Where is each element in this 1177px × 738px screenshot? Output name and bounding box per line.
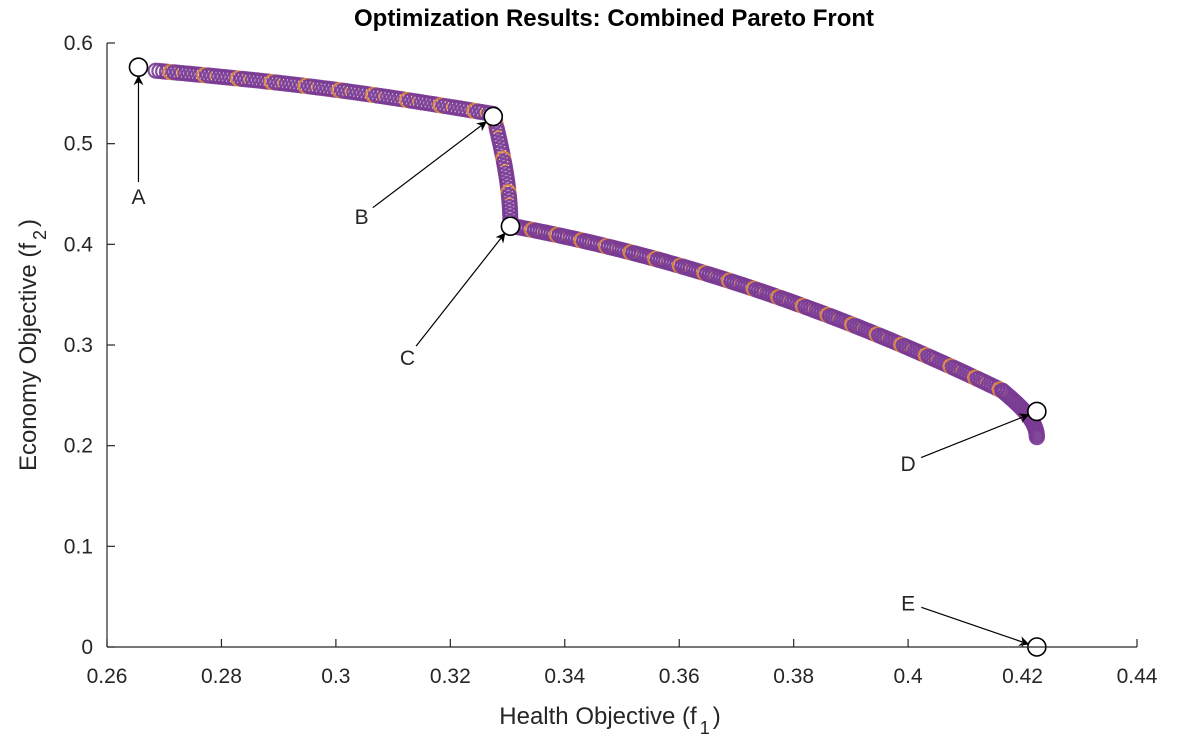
y-tick-label: 0.6 [64,32,93,55]
annotation-marker-a [128,57,149,77]
y-tick-label: 0 [81,636,93,659]
x-axis-label: Health Objective (f 1) [499,703,720,738]
plot-area: A B C D E [128,57,1047,657]
annotation-arrow-c [415,232,506,347]
annotation-arrow-b [372,121,487,209]
annotation-label-a: A [131,186,145,209]
y-tick-label: 0.3 [64,334,93,357]
axes: 0.26 0.28 0.3 0.32 0.34 0.36 0.38 0.4 0.42 0.44 0… [64,32,1158,688]
chart-title: Optimization Results: Combined Pareto Fr… [354,5,874,32]
x-tick-label: 0.36 [659,665,700,688]
x-tick-label: 0.44 [1117,665,1158,688]
x-tick-label: 0.34 [544,665,585,688]
x-tick-label: 0.26 [87,665,128,688]
data-point [1028,429,1045,446]
y-axis-label: Economy Objective (f2) [15,219,50,471]
x-tick-label: 0.28 [201,665,242,688]
x-tick-label: 0.4 [894,665,924,688]
y-tick-label: 0.5 [64,133,93,156]
y-ticks: 0 0.1 0.2 0.3 0.4 0.5 0.6 [64,32,115,659]
annotation-label-b: B [355,206,369,229]
annotation-marker-c [500,216,521,237]
x-tick-label: 0.32 [430,665,471,688]
annotation-label-e: E [901,593,915,616]
annotation-label-c: C [400,347,415,370]
x-ticks: 0.26 0.28 0.3 0.32 0.34 0.36 0.38 0.4 0.42 0.44 [87,639,1158,688]
annotations: A B C D E [128,57,1047,657]
y-tick-label: 0.4 [64,233,94,256]
x-tick-label: 0.38 [773,665,814,688]
data-points [147,62,1045,446]
x-tick-label: 0.3 [321,665,350,688]
annotation-label-d: D [901,453,916,476]
annotation-arrow-e [921,606,1030,646]
x-tick-label: 0.42 [1002,665,1043,688]
y-tick-label: 0.1 [64,535,93,558]
annotation-marker-b [483,106,504,127]
annotation-marker-d [1027,401,1047,422]
annotation-arrow-d [920,413,1030,459]
y-tick-label: 0.2 [64,435,93,458]
